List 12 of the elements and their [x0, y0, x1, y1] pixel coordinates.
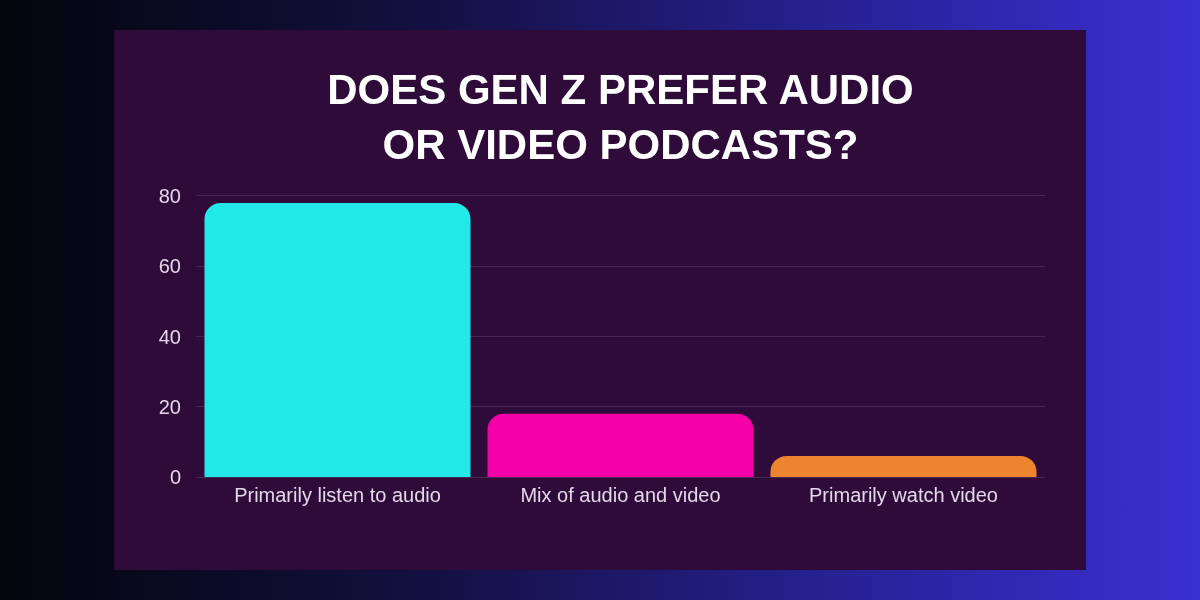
y-tick-label: 60 [158, 255, 181, 278]
y-tick-label: 20 [158, 395, 181, 418]
x-tick-label: Primarily listen to audio [234, 484, 441, 506]
x-tick-label: Primarily watch video [809, 484, 998, 506]
x-tick-label: Mix of audio and video [520, 484, 721, 506]
chart-title: DOES GEN Z PREFER AUDIO OR VIDEO PODCASTS? [327, 66, 914, 168]
y-tick-label: 40 [158, 325, 181, 348]
bar [770, 455, 1037, 477]
bar [487, 413, 754, 477]
bar [204, 203, 471, 477]
y-tick-label: 0 [169, 466, 181, 488]
y-tick-label: 80 [158, 185, 181, 207]
